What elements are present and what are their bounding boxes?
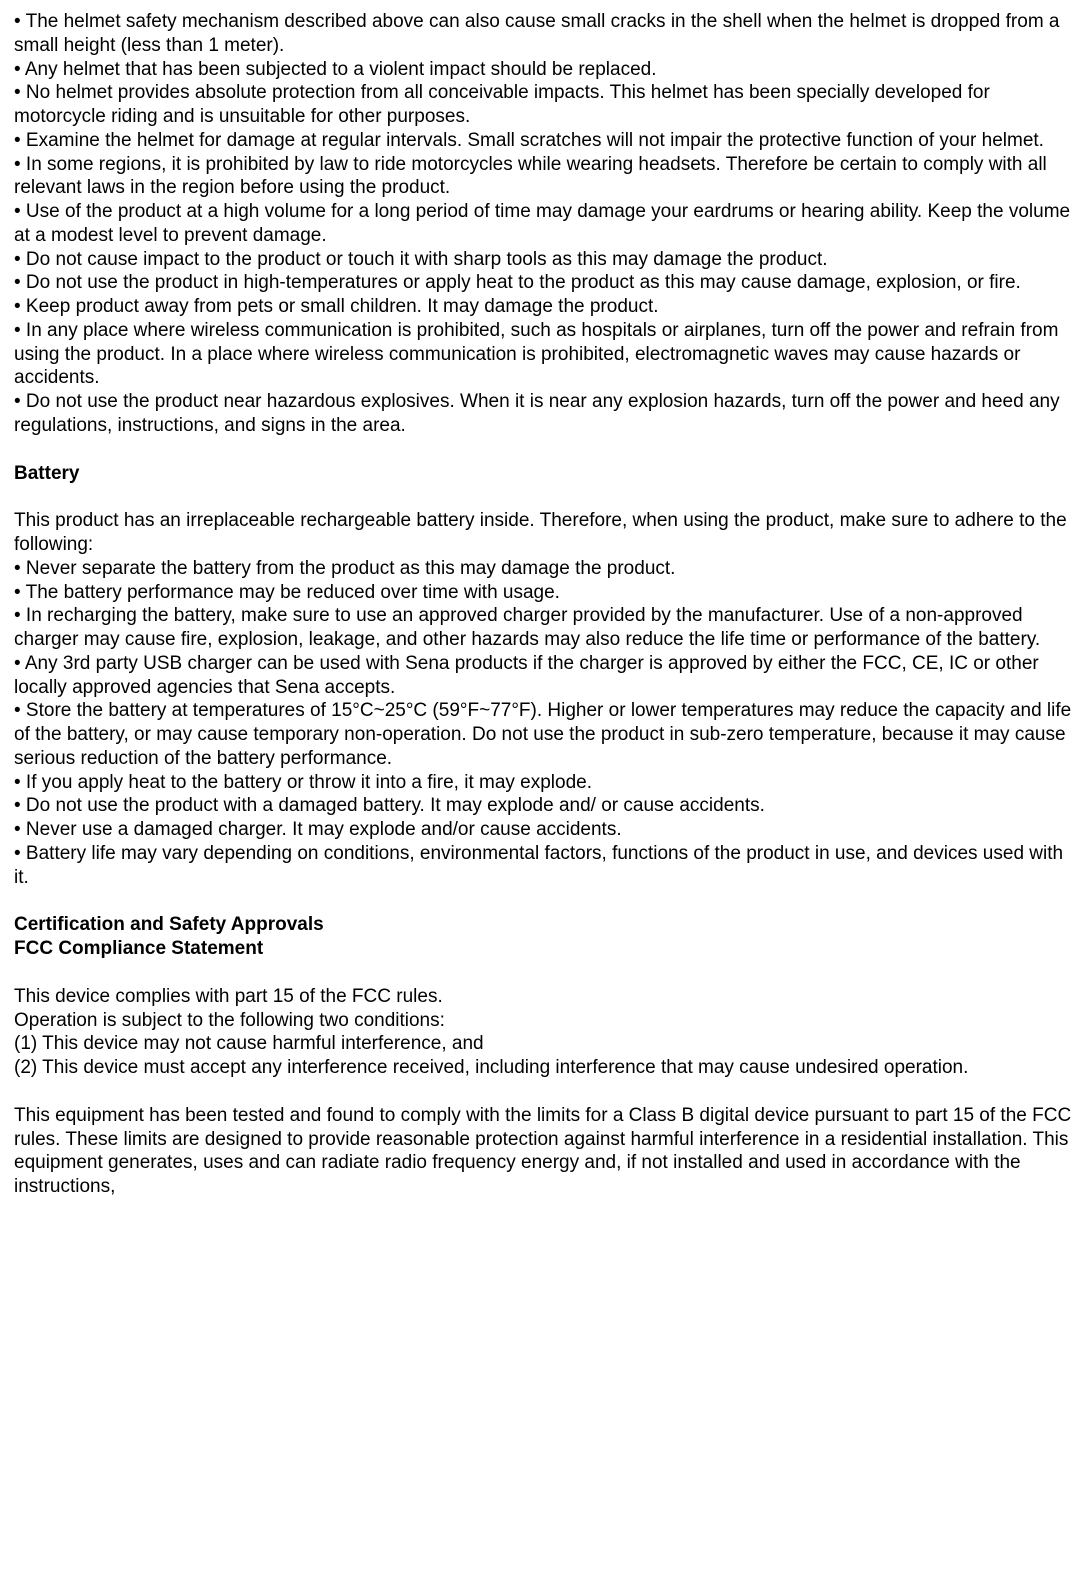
bullet-item: • Store the battery at temperatures of 1… — [14, 699, 1073, 770]
fcc-line: Operation is subject to the following tw… — [14, 1009, 1073, 1033]
fcc-paragraph: This equipment has been tested and found… — [14, 1104, 1073, 1199]
certification-section: Certification and Safety Approvals FCC C… — [14, 913, 1073, 1199]
bullet-item: • In any place where wireless communicat… — [14, 319, 1073, 390]
section-heading-battery: Battery — [14, 462, 1073, 486]
bullet-item: • In recharging the battery, make sure t… — [14, 604, 1073, 652]
bullet-item: • Do not cause impact to the product or … — [14, 248, 1073, 272]
bullet-item: • If you apply heat to the battery or th… — [14, 771, 1073, 795]
bullet-item: • Keep product away from pets or small c… — [14, 295, 1073, 319]
bullet-item: • Never use a damaged charger. It may ex… — [14, 818, 1073, 842]
fcc-line: This device complies with part 15 of the… — [14, 985, 1073, 1009]
safety-section: • The helmet safety mechanism described … — [14, 10, 1073, 438]
bullet-item: • The battery performance may be reduced… — [14, 581, 1073, 605]
bullet-item: • Do not use the product with a damaged … — [14, 794, 1073, 818]
section-heading-fcc: FCC Compliance Statement — [14, 937, 1073, 961]
bullet-item: • Do not use the product near hazardous … — [14, 390, 1073, 438]
bullet-item: • Any 3rd party USB charger can be used … — [14, 652, 1073, 700]
bullet-item: • Any helmet that has been subjected to … — [14, 58, 1073, 82]
bullet-item: • In some regions, it is prohibited by l… — [14, 153, 1073, 201]
bullet-item: • The helmet safety mechanism described … — [14, 10, 1073, 58]
bullet-item: • Use of the product at a high volume fo… — [14, 200, 1073, 248]
battery-intro: This product has an irreplaceable rechar… — [14, 509, 1073, 557]
battery-section: Battery This product has an irreplaceabl… — [14, 462, 1073, 890]
bullet-item: • Battery life may vary depending on con… — [14, 842, 1073, 890]
fcc-line: (2) This device must accept any interfer… — [14, 1056, 1073, 1080]
fcc-line: (1) This device may not cause harmful in… — [14, 1032, 1073, 1056]
section-heading-certification: Certification and Safety Approvals — [14, 913, 1073, 937]
bullet-item: • Never separate the battery from the pr… — [14, 557, 1073, 581]
bullet-item: • Examine the helmet for damage at regul… — [14, 129, 1073, 153]
bullet-item: • Do not use the product in high-tempera… — [14, 271, 1073, 295]
bullet-item: • No helmet provides absolute protection… — [14, 81, 1073, 129]
